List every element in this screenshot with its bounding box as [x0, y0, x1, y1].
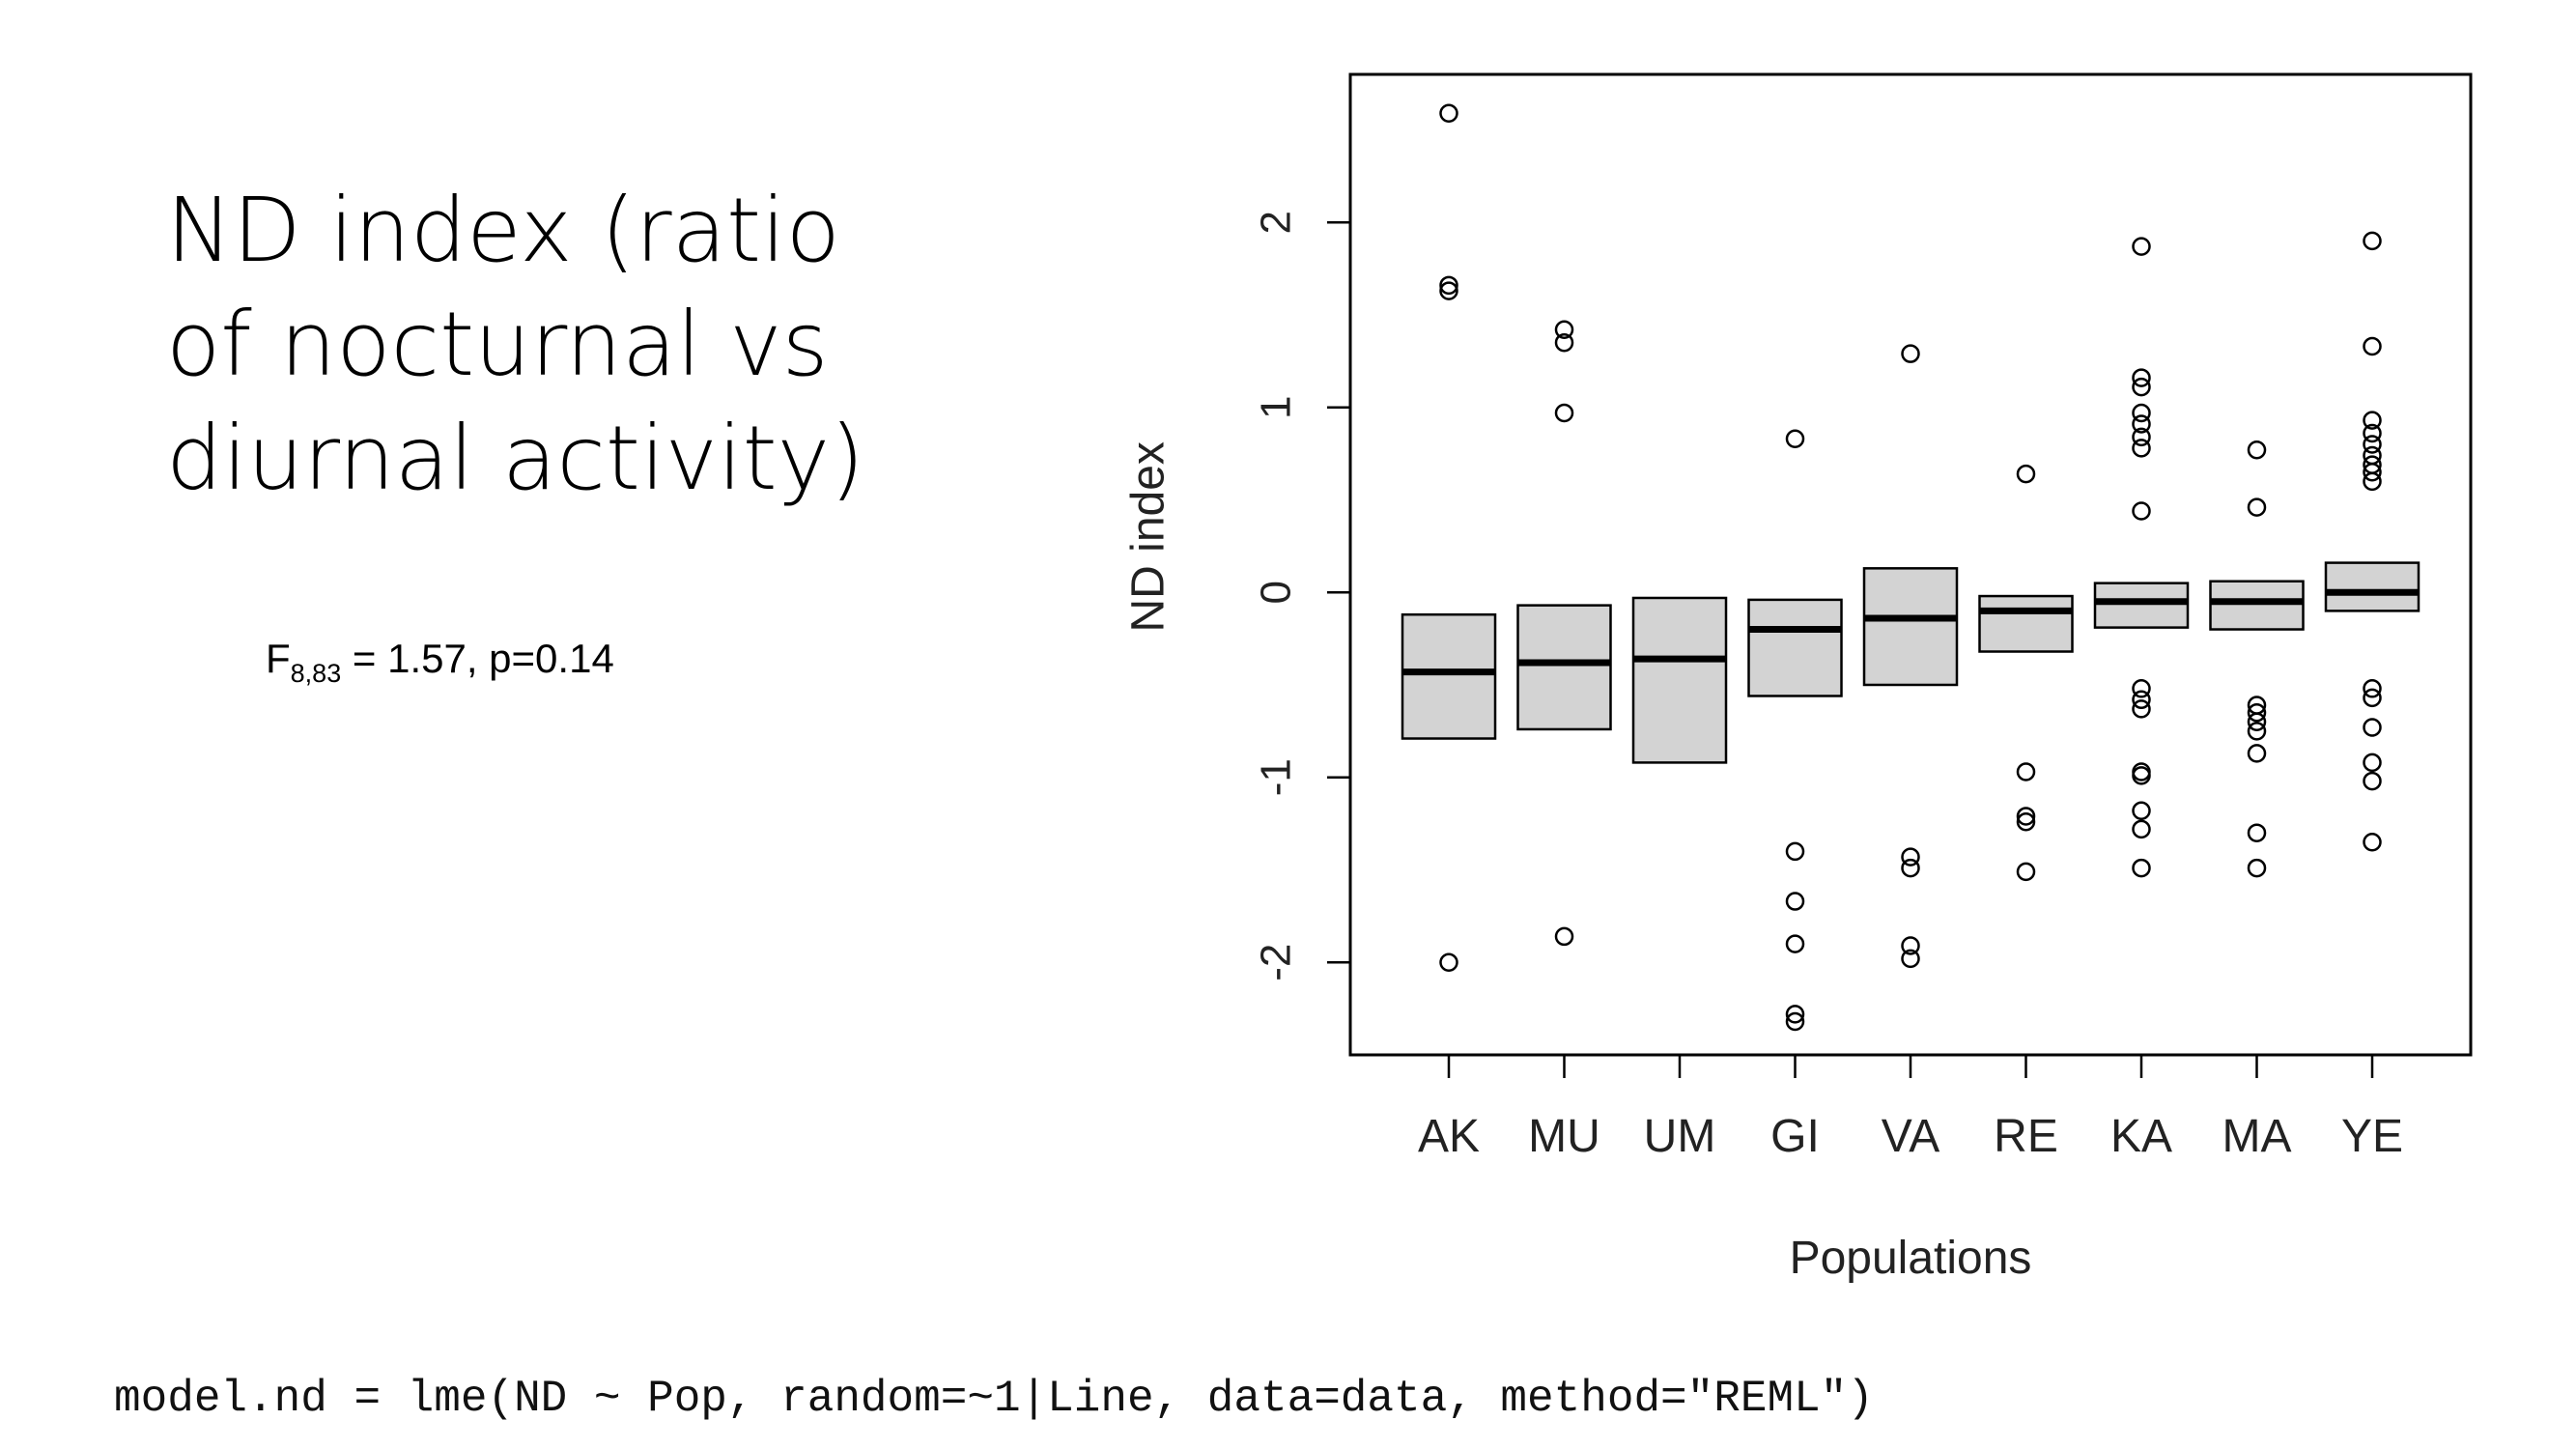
outlier-point	[2247, 858, 2267, 878]
outlier-point	[1554, 320, 1574, 340]
box	[1401, 612, 1497, 740]
outlier-point	[2016, 807, 2036, 826]
outlier-point	[1554, 403, 1574, 423]
x-tick-label: MA	[2222, 1111, 2292, 1162]
outlier-point	[1785, 934, 1805, 953]
outlier-point	[2132, 237, 2151, 256]
box	[1631, 596, 1728, 764]
y-tick-label: 0	[1253, 581, 1300, 604]
stat-df: 8,83	[290, 659, 342, 688]
x-tick-label: VA	[1882, 1111, 1939, 1162]
outlier-point	[2363, 679, 2382, 698]
outlier-point	[1785, 429, 1805, 449]
outlier-point	[2363, 462, 2382, 482]
box	[2209, 580, 2305, 631]
box	[1747, 598, 1843, 697]
outlier-point	[1439, 952, 1458, 972]
box	[2093, 582, 2190, 629]
outlier-point	[2363, 336, 2382, 356]
outlier-point	[2247, 712, 2267, 732]
outlier-point	[2016, 762, 2036, 781]
box	[1862, 567, 1959, 687]
x-tick-label: UM	[1644, 1111, 1716, 1162]
outlier-point	[1439, 275, 1458, 296]
outlier-point	[2363, 471, 2382, 492]
title-line-1: ND index (ratio	[166, 179, 840, 282]
outlier-point	[2363, 688, 2382, 708]
outlier-point	[2132, 501, 2151, 521]
outlier-point	[1901, 949, 1920, 969]
box	[1516, 604, 1612, 731]
y-tick-label: -2	[1253, 944, 1300, 981]
outlier-point	[2016, 464, 2036, 484]
outlier-point	[2247, 440, 2267, 460]
x-axis-label: Populations	[1790, 1233, 2032, 1284]
outlier-point	[1439, 103, 1458, 123]
outlier-point	[2247, 823, 2267, 842]
outlier-point	[2132, 679, 2151, 698]
outlier-point	[1785, 1011, 1805, 1032]
outlier-point	[2132, 766, 2151, 785]
x-tick-label: KA	[2110, 1111, 2172, 1162]
outlier-point	[2016, 811, 2036, 832]
plot-frame	[1348, 72, 2473, 1057]
box	[1978, 594, 2074, 653]
outlier-point	[2363, 833, 2382, 852]
outlier-point	[2016, 862, 2036, 882]
x-tick-label: AK	[1418, 1111, 1480, 1162]
outlier-point	[2132, 858, 2151, 878]
outlier-point	[2132, 377, 2151, 397]
x-tick-label: GI	[1770, 1111, 1820, 1162]
outlier-point	[1785, 1005, 1805, 1024]
outlier-point	[2132, 699, 2151, 719]
outlier-point	[2132, 439, 2151, 458]
x-tick-label: YE	[2341, 1111, 2403, 1162]
slide-title: ND index (ratio of nocturnal vs diurnal …	[166, 174, 958, 516]
outlier-point	[2132, 414, 2151, 434]
title-line-3: diurnal activity)	[166, 407, 864, 510]
outlier-point	[1554, 926, 1574, 947]
outlier-point	[2132, 690, 2151, 710]
outlier-point	[2247, 744, 2267, 763]
y-axis-label: ND index	[1123, 441, 1175, 632]
outlier-point	[1439, 281, 1458, 300]
outlier-point	[2247, 702, 2267, 723]
outlier-point	[2132, 801, 2151, 820]
outlier-point	[1901, 847, 1920, 867]
outlier-point	[2363, 423, 2382, 443]
outlier-point	[2363, 753, 2382, 773]
y-tick-label: 2	[1253, 211, 1300, 234]
x-tick-label: RE	[1994, 1111, 2058, 1162]
outlier-point	[2247, 722, 2267, 741]
outlier-point	[1785, 892, 1805, 911]
outlier-point	[2363, 435, 2382, 454]
stat-f: F	[266, 636, 291, 681]
y-tick-label: 1	[1253, 395, 1300, 418]
outlier-point	[1554, 332, 1574, 353]
outlier-point	[2132, 427, 2151, 447]
outlier-point	[1901, 858, 1920, 878]
y-tick-label: -1	[1253, 758, 1300, 796]
model-code: model.nd = lme(ND ~ Pop, random=~1|Line,…	[114, 1374, 1874, 1424]
outlier-point	[2132, 368, 2151, 387]
f-statistic: F8,83 = 1.57, p=0.14	[266, 636, 614, 689]
outlier-point	[2363, 231, 2382, 251]
outlier-point	[1901, 344, 1920, 363]
outlier-point	[1901, 936, 1920, 955]
outlier-point	[2132, 403, 2151, 423]
outlier-point	[1785, 841, 1805, 862]
outlier-point	[2363, 718, 2382, 737]
box	[2324, 561, 2420, 612]
title-line-2: of nocturnal vs	[166, 293, 829, 396]
outlier-point	[2363, 411, 2382, 430]
outlier-point	[2132, 819, 2151, 839]
x-tick-label: MU	[1528, 1111, 1600, 1162]
outlier-point	[2363, 771, 2382, 791]
outlier-point	[2247, 497, 2267, 517]
outlier-point	[2132, 762, 2151, 781]
stat-rest: = 1.57, p=0.14	[341, 636, 614, 681]
boxplot-chart: -2 -1 0 1 2 ND index AK MU UM GI VA RE KA MA YE Populat…	[1123, 72, 2473, 1284]
